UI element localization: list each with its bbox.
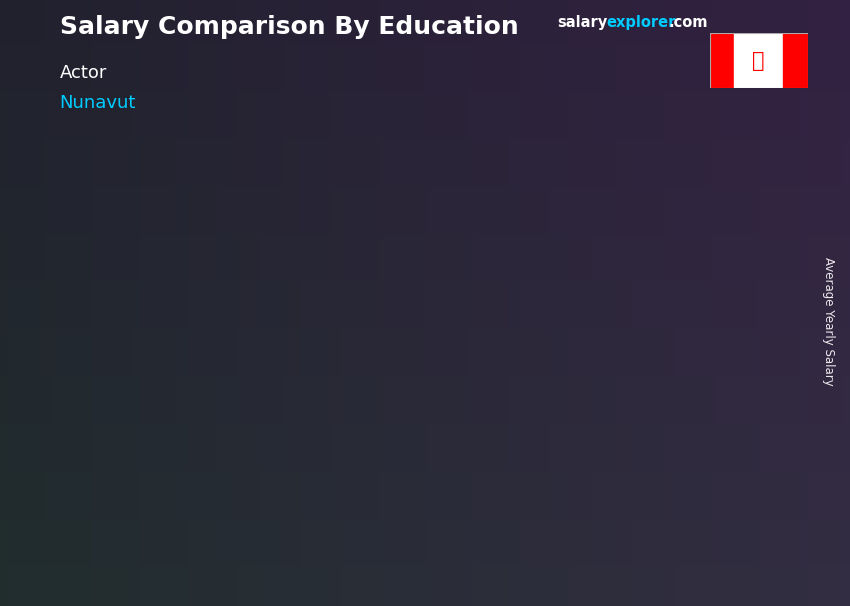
Text: +38%: +38%	[487, 106, 581, 135]
Polygon shape	[373, 281, 468, 533]
Polygon shape	[135, 353, 145, 533]
Text: Certificate or
Diploma: Certificate or Diploma	[371, 568, 471, 602]
Polygon shape	[590, 178, 706, 184]
Text: +43%: +43%	[260, 184, 354, 212]
Bar	[734, 33, 783, 88]
Polygon shape	[373, 281, 382, 533]
Text: .com: .com	[669, 15, 708, 30]
Text: Nunavut: Nunavut	[60, 94, 136, 112]
Text: Salary Comparison By Education: Salary Comparison By Education	[60, 15, 519, 39]
Polygon shape	[601, 184, 696, 533]
Polygon shape	[590, 178, 601, 533]
Text: 224,000 CAD: 224,000 CAD	[589, 148, 690, 162]
Text: Average Yearly Salary: Average Yearly Salary	[822, 257, 836, 385]
Bar	[783, 33, 808, 88]
Text: 🍁: 🍁	[752, 50, 765, 71]
Polygon shape	[601, 184, 609, 533]
Polygon shape	[145, 356, 155, 533]
Polygon shape	[363, 276, 479, 281]
Text: Actor: Actor	[60, 64, 107, 82]
Bar	[710, 33, 734, 88]
FancyArrowPatch shape	[434, 161, 637, 263]
FancyArrowPatch shape	[206, 251, 410, 338]
Text: Bachelor's
Degree: Bachelor's Degree	[609, 568, 689, 602]
Text: explorer: explorer	[606, 15, 676, 30]
Polygon shape	[135, 353, 252, 356]
Polygon shape	[363, 276, 373, 533]
Polygon shape	[145, 356, 241, 533]
Text: High School: High School	[148, 568, 239, 582]
Text: 162,000 CAD: 162,000 CAD	[361, 245, 462, 259]
Text: 114,000 CAD: 114,000 CAD	[95, 320, 196, 334]
Text: salary: salary	[557, 15, 607, 30]
